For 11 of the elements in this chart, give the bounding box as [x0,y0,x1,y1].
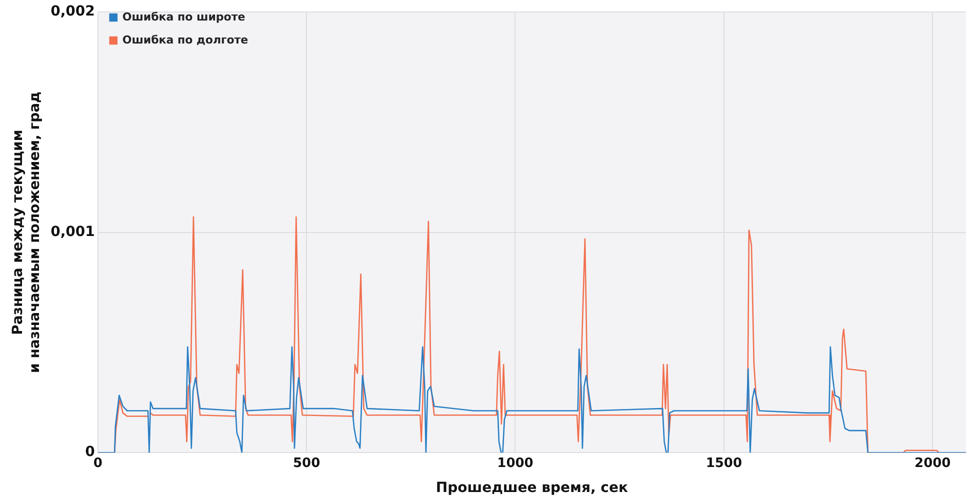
y-tick-label: 0,002 [50,4,95,20]
x-axis-title: Прошедшее время, сек [436,480,628,496]
x-tick-label: 500 [292,456,320,471]
x-tick-label: 2000 [914,456,951,471]
y-tick-label: 0,001 [50,224,95,240]
legend-label: Ошибка по широте [122,10,246,24]
y-tick-label: 0 [85,444,96,460]
y-axis-title: Разница между текущим и назначаемым положением, град [10,92,43,373]
x-tick-label: 1000 [497,456,534,471]
x-tick-label: 1500 [706,456,742,471]
legend-label: Ошибка по долготе [122,33,248,46]
